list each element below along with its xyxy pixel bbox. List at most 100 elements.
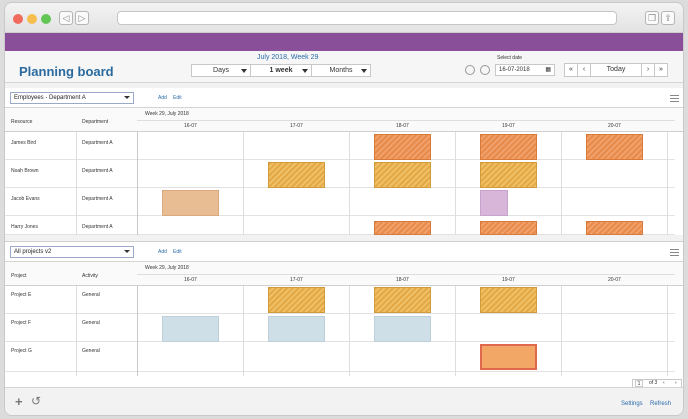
table-row[interactable]: James Bird Department A: [5, 132, 675, 160]
day-header: 20-07: [608, 277, 621, 283]
booking-block[interactable]: [374, 316, 431, 342]
resource-name: Noah Brown: [11, 168, 39, 174]
resource-name: James Bird: [11, 140, 37, 146]
add-project-link[interactable]: Add: [158, 249, 167, 255]
booking-block[interactable]: [480, 134, 537, 160]
pager-prev-icon[interactable]: ‹: [663, 380, 665, 386]
booking-block[interactable]: [586, 221, 643, 235]
day-header: 18-07: [396, 277, 409, 283]
booking-block[interactable]: [374, 287, 431, 313]
zoom-out-icon[interactable]: [480, 65, 490, 75]
booking-block[interactable]: [480, 162, 537, 188]
table-row[interactable]: Harry Jones Department A: [5, 216, 675, 235]
planning-header: Planning board July 2018, Week 29 Days 1…: [5, 51, 683, 83]
project-group-select[interactable]: All projects v2: [10, 246, 134, 258]
day-divider: [243, 286, 244, 376]
table-row[interactable]: Noah Brown Department A: [5, 160, 675, 188]
booking-block[interactable]: [162, 190, 219, 216]
col-department-header: Department: [82, 119, 109, 125]
view-range-dropdown[interactable]: 1 week: [250, 64, 312, 77]
projects-grid-header: Project Activity Week 29, July 2018 16-0…: [5, 262, 683, 286]
booking-block[interactable]: [480, 287, 537, 313]
today-button[interactable]: Today: [590, 63, 642, 77]
view-unit-dropdown[interactable]: Days: [191, 64, 251, 77]
page-of-label: of 3: [649, 380, 658, 386]
edit-project-link[interactable]: Edit: [173, 249, 182, 255]
booking-block[interactable]: [480, 190, 508, 216]
project-name: Project G: [11, 348, 32, 354]
booking-block[interactable]: [480, 221, 537, 235]
column-divider: [137, 286, 138, 376]
resource-department: Department A: [82, 140, 113, 146]
first-page-button[interactable]: «: [564, 63, 578, 77]
previous-button[interactable]: ‹: [577, 63, 591, 77]
day-divider: [561, 132, 562, 235]
projects-grid-body: Project E General Project F General Proj…: [5, 286, 683, 376]
booking-block[interactable]: [268, 316, 325, 342]
booking-block[interactable]: [374, 134, 431, 160]
booking-block-selected[interactable]: [480, 344, 537, 370]
select-date-label: Select date: [497, 55, 523, 61]
forward-icon[interactable]: ▷: [75, 11, 89, 25]
booking-block[interactable]: [268, 287, 325, 313]
table-row[interactable]: Jacob Evans Department A: [5, 188, 675, 216]
next-button[interactable]: ›: [641, 63, 655, 77]
day-header: 17-07: [290, 277, 303, 283]
page-number-input[interactable]: 1: [635, 380, 643, 387]
resource-name: Jacob Evans: [11, 196, 40, 202]
view-scale-dropdown[interactable]: Months: [311, 64, 371, 77]
project-name: Project E: [11, 292, 32, 298]
add-icon[interactable]: +: [15, 394, 23, 409]
chevron-down-icon: [241, 69, 247, 73]
view-range-label: 1 week: [269, 67, 293, 74]
settings-link[interactable]: Settings: [621, 401, 643, 407]
day-header: 17-07: [290, 123, 303, 129]
projects-panel: All projects v2 Add Edit Project Activit…: [5, 241, 683, 388]
view-unit-label: Days: [213, 67, 229, 74]
chevron-down-icon: [124, 250, 130, 253]
back-icon[interactable]: ◁: [59, 11, 73, 25]
resource-department: Department A: [82, 196, 113, 202]
address-bar[interactable]: [117, 11, 617, 25]
booking-block[interactable]: [162, 316, 219, 342]
add-resource-link[interactable]: Add: [158, 95, 167, 101]
day-header: 20-07: [608, 123, 621, 129]
share-icon[interactable]: ⇪: [661, 11, 675, 25]
maximize-window-button[interactable]: [41, 14, 51, 24]
booking-block[interactable]: [374, 221, 431, 235]
view-scale-label: Months: [329, 67, 353, 74]
close-window-button[interactable]: [13, 14, 23, 24]
minimize-window-button[interactable]: [27, 14, 37, 24]
booking-block[interactable]: [586, 134, 643, 160]
project-activity: General: [82, 348, 100, 354]
resource-department: Department A: [82, 168, 113, 174]
pager-next-icon[interactable]: ›: [675, 380, 677, 386]
zoom-in-icon[interactable]: [465, 65, 475, 75]
day-divider: [349, 132, 350, 235]
resource-group-select[interactable]: Employees - Department A: [10, 92, 134, 104]
table-row[interactable]: Project F General: [5, 314, 675, 342]
column-divider: [76, 286, 77, 376]
col-activity-header: Activity: [82, 273, 98, 279]
resource-name: Harry Jones: [11, 224, 38, 230]
last-page-button[interactable]: »: [654, 63, 668, 77]
booking-block[interactable]: [268, 162, 325, 188]
calendar-icon[interactable]: ▦: [545, 67, 551, 73]
date-input[interactable]: 16-07-2018 ▦: [495, 64, 555, 76]
menu-icon[interactable]: [670, 95, 679, 102]
table-row[interactable]: Project G General: [5, 342, 675, 372]
edit-resource-link[interactable]: Edit: [173, 95, 182, 101]
week-label: Week 29, July 2018: [145, 265, 189, 271]
table-row[interactable]: Project E General: [5, 286, 675, 314]
week-title: July 2018, Week 29: [257, 54, 319, 61]
tabs-icon[interactable]: ❐: [645, 11, 659, 25]
undo-icon[interactable]: ↺: [31, 394, 42, 408]
brand-bar: [5, 33, 683, 51]
booking-block[interactable]: [374, 162, 431, 188]
refresh-link[interactable]: Refresh: [650, 401, 672, 407]
menu-icon[interactable]: [670, 249, 679, 256]
column-divider: [76, 132, 77, 235]
day-divider: [667, 132, 668, 235]
project-activity: General: [82, 320, 100, 326]
title-bar: ◁ ▷ ❐ ⇪: [5, 3, 683, 33]
